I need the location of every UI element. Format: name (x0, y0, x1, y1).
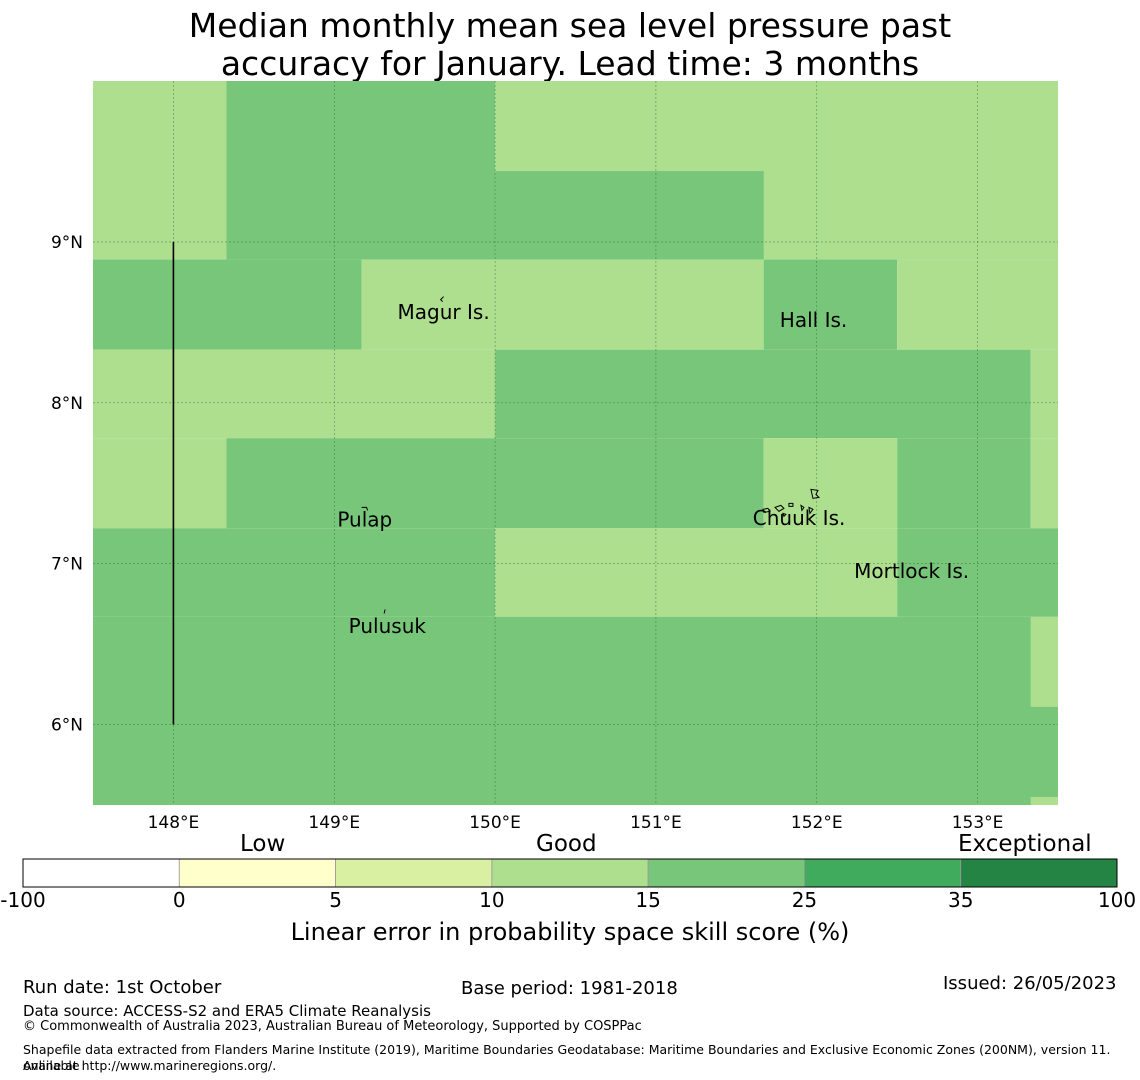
grid-cell (93, 81, 227, 260)
place-label: Pulusuk (349, 614, 427, 638)
colorbar-tick-label: 0 (172, 888, 186, 912)
chuuk-island-outline (800, 504, 805, 512)
island-outline (383, 609, 386, 614)
latitude-tick-label: 6°N (51, 716, 83, 736)
island-outline (858, 564, 861, 569)
copyright: © Commonwealth of Australia 2023, Austra… (23, 1019, 642, 1034)
grid-cell (763, 259, 898, 350)
grid-cell (1030, 349, 1058, 439)
colorbar-tick-label: 35 (947, 888, 974, 912)
grid-cell (93, 259, 362, 350)
colorbar-bin (804, 858, 962, 888)
colorbar-category-good: Good (536, 831, 597, 857)
colorbar-bin (335, 858, 493, 888)
grid-cell (93, 616, 1058, 805)
place-labels: Magur Is. Hall Is. Pulap Chuuk Is. Mortlock … (337, 300, 969, 638)
colorbar-bin (22, 858, 180, 888)
colorbar-bin (178, 858, 336, 888)
colorbar-tick-label: 5 (329, 888, 342, 912)
island-outline (439, 296, 444, 302)
longitude-tick-label: 151°E (630, 813, 682, 833)
island-outlines (361, 296, 861, 614)
latitude-tick-label: 7°N (51, 555, 83, 575)
grid-cell (1030, 616, 1058, 707)
chuuk-island-outline (782, 512, 787, 518)
colorbar-category-low: Low (240, 831, 286, 857)
colorbar-tick-label: 15 (635, 888, 661, 912)
colorbar-tick-label: -100 (0, 888, 46, 912)
data-source: Data source: ACCESS-S2 and ERA5 Climate … (23, 1002, 431, 1020)
chuuk-island-outline (810, 488, 820, 499)
latitude-tick-label: 8°N (51, 394, 83, 414)
run-date: Run date: 1st October (23, 977, 222, 998)
island-outline (361, 506, 369, 511)
colorbar (22, 858, 1118, 888)
colorbar-category-exceptional: Exceptional (958, 831, 1092, 857)
shapefile-credit-line-1: Shapefile data extracted from Flanders M… (23, 1042, 1111, 1073)
map-title-line-2: accuracy for January. Lead time: 3 month… (220, 44, 920, 83)
colorbar-tick-label: 25 (791, 888, 818, 912)
place-label: Pulap (337, 508, 392, 532)
colorbar-tick-label: 100 (1097, 888, 1137, 912)
colorbar-bin (960, 858, 1118, 888)
shapefile-credit-line-2: online at http://www.marineregions.org/. (23, 1058, 277, 1073)
grid-cell (495, 171, 764, 260)
base-period: Base period: 1981-2018 (461, 978, 678, 999)
colorbar-title: Linear error in probability space skill … (290, 918, 850, 946)
skill-score-grid (93, 81, 1058, 805)
chuuk-island-outline (788, 502, 794, 507)
grid-cell (93, 349, 496, 439)
grid-cell (897, 438, 1031, 529)
grid-cell (1030, 796, 1058, 805)
grid-cell (361, 259, 764, 350)
colorbar-frame (22, 858, 1118, 888)
issued-date: Issued: 26/05/2023 (943, 973, 1117, 994)
axis-tick-labels: 148°E 149°E 150°E 151°E 152°E 153°E 9°N 8°N 7°N 6… (51, 233, 1003, 833)
colorbar-bin (491, 858, 649, 888)
grid-cell (93, 438, 227, 529)
place-label: Hall Is. (780, 308, 847, 332)
grid-cell (93, 528, 496, 617)
longitude-tick-label: 149°E (308, 813, 360, 833)
colorbar-tick-label: 10 (479, 888, 505, 912)
place-label: Mortlock Is. (854, 559, 969, 583)
longitude-tick-label: 148°E (148, 813, 200, 833)
grid-cell (495, 528, 898, 617)
longitude-tick-label: 150°E (469, 813, 521, 833)
place-label: Magur Is. (398, 300, 490, 324)
place-label: Chuuk Is. (753, 506, 846, 530)
chuuk-island-outline (774, 504, 785, 512)
chuuk-island-outline (762, 507, 771, 513)
latitude-tick-label: 9°N (51, 233, 83, 253)
grid-cell (763, 438, 898, 529)
grid-cell (226, 81, 496, 260)
map-title-line-1: Median monthly mean sea level pressure p… (188, 6, 952, 45)
grid-cell (495, 349, 1031, 439)
chuuk-island-outline (808, 506, 814, 515)
longitude-tick-label: 152°E (791, 813, 843, 833)
colorbar-bin (647, 858, 805, 888)
longitude-tick-label: 153°E (952, 813, 1004, 833)
grid-cell (1030, 438, 1058, 529)
